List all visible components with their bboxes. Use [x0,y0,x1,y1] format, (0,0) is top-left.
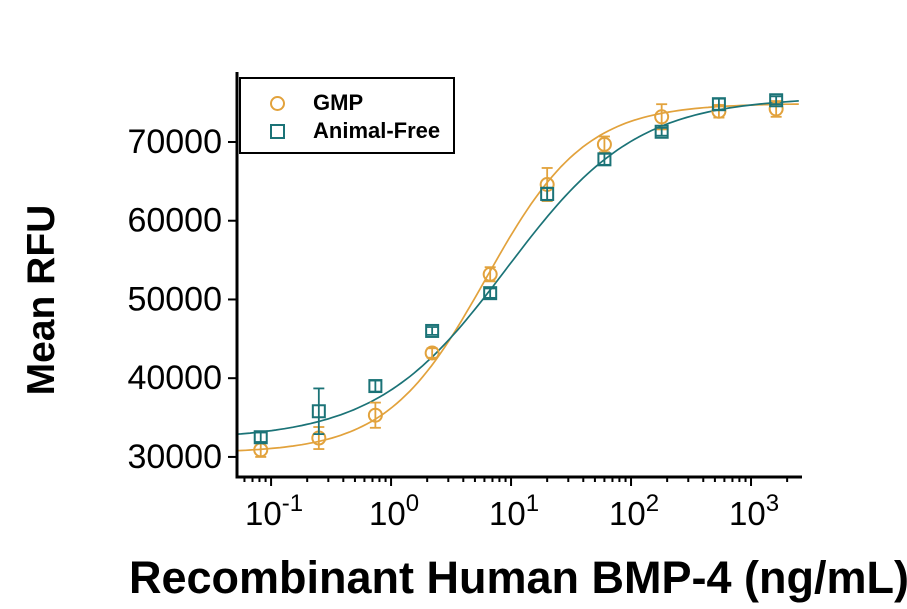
animal-free-data-point [425,323,440,338]
x-tick-label: 103 [729,490,779,532]
legend-item-animal-free: Animal-Free [241,117,453,145]
animal-free-data-point [311,404,326,419]
animal-free-data-point [654,124,669,139]
x-axis-title: Recombinant Human BMP-4 (ng/mL) [128,552,907,603]
legend-label-gmp: GMP [313,90,364,115]
x-tick-label: 100 [369,490,419,532]
y-axis-title: Mean RFU [20,204,63,396]
y-tick-label: 70000 [127,123,222,161]
y-tick-label: 40000 [127,359,222,397]
x-tick-label: 10-1 [245,490,303,532]
gmp-circle-marker-icon [270,95,285,111]
gmp-data-point [367,407,383,423]
animal-free-data-point [483,286,498,301]
animal-free-data-point [540,186,555,201]
y-tick-label: 30000 [127,438,222,476]
legend: GMP Animal-Free [239,77,455,154]
animal-free-data-point [368,379,383,394]
animal-free-data-point [769,93,784,108]
animal-free-data-point [253,430,268,445]
gmp-fit-curve [236,103,799,452]
y-tick-label: 60000 [127,202,222,240]
gmp-data-point [424,345,440,361]
animal-free-data-point [711,97,726,112]
x-tick-label: 101 [489,490,539,532]
y-tick-label: 50000 [127,280,222,318]
legend-label-animal-free: Animal-Free [313,118,441,143]
animal-free-square-marker-icon [270,123,285,139]
gmp-data-point [654,109,670,125]
legend-item-gmp: GMP [241,89,453,117]
animal-free-data-point [597,152,612,167]
x-tick-label: 102 [609,490,659,532]
gmp-data-point [482,266,498,282]
animal-free-fit-curve [236,100,799,436]
gmp-data-point [596,136,612,152]
